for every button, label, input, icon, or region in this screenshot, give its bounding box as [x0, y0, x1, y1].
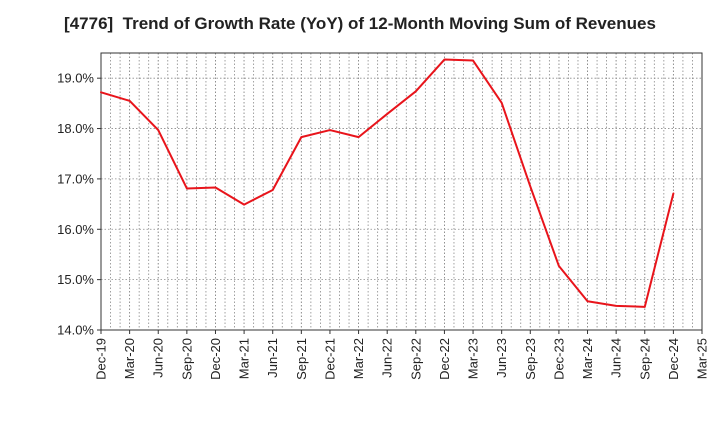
x-tick-label: Mar-20	[122, 338, 137, 379]
x-tick-label: Sep-24	[637, 338, 652, 380]
x-tick-label: Mar-23	[466, 338, 481, 379]
plot-border	[100, 52, 703, 331]
y-tick-label: 18.0%	[57, 121, 94, 136]
series-line	[100, 58, 675, 308]
y-tick-label: 15.0%	[57, 272, 94, 287]
x-tick-label: Jun-21	[265, 338, 280, 378]
x-tick-label: Jun-20	[151, 338, 166, 378]
x-tick-label: Sep-21	[294, 338, 309, 380]
x-tick-label: Mar-24	[580, 338, 595, 379]
x-tick-label: Jun-22	[380, 338, 395, 378]
x-tick-label: Jun-24	[609, 338, 624, 378]
x-tick-label: Sep-22	[408, 338, 423, 380]
plot-area	[101, 53, 702, 330]
x-tick-label: Dec-23	[551, 338, 566, 380]
x-tick-label: Sep-23	[523, 338, 538, 380]
y-tick-label: 16.0%	[57, 222, 94, 237]
y-tick-label: 19.0%	[57, 71, 94, 86]
x-tick-label: Dec-21	[322, 338, 337, 380]
x-tick-label: Dec-22	[437, 338, 452, 380]
x-tick-label: Mar-25	[695, 338, 710, 379]
x-tick-label: Dec-20	[208, 338, 223, 380]
x-tick-label: Dec-19	[94, 338, 109, 380]
x-tick-label: Dec-24	[666, 338, 681, 380]
chart-title: [4776] Trend of Growth Rate (YoY) of 12-…	[64, 14, 656, 33]
y-tick-label: 14.0%	[57, 323, 94, 338]
x-tick-label: Sep-20	[179, 338, 194, 380]
x-tick-label: Jun-23	[494, 338, 509, 378]
x-tick-label: Mar-22	[351, 338, 366, 379]
y-tick-label: 17.0%	[57, 171, 94, 186]
x-tick-label: Mar-21	[237, 338, 252, 379]
